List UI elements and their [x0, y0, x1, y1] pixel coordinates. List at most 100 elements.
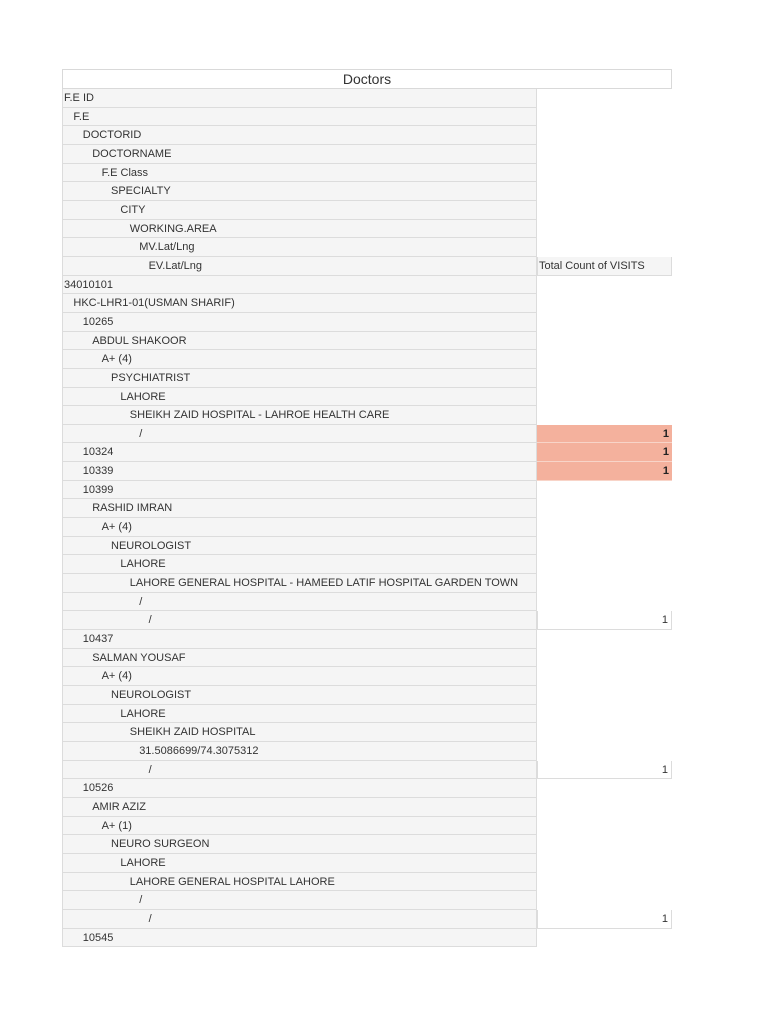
row-label: SHEIKH ZAID HOSPITAL - LAHROE HEALTH CAR…	[62, 406, 537, 425]
table-row: NEUROLOGIST	[62, 536, 672, 556]
table-row: F.E Class	[62, 163, 672, 183]
table-row: LAHORE	[62, 704, 672, 724]
table-row: CITY	[62, 200, 672, 220]
table-row: MV.Lat/Lng	[62, 238, 672, 257]
pivot-table: Doctors F.E ID F.E DOCTORID DOCTORNAME F.E C…	[62, 69, 672, 948]
row-label: HKC-LHR1-01(USMAN SHARIF)	[62, 294, 537, 313]
table-row: A+ (4)	[62, 518, 672, 537]
row-label: /	[62, 592, 537, 612]
table-row: A+ (1)	[62, 816, 672, 836]
visit-count-cell: 1	[537, 909, 672, 929]
table-row: 10339 1	[62, 462, 672, 481]
table-row: LAHORE	[62, 853, 672, 873]
table-row: LAHORE GENERAL HOSPITAL LAHORE	[62, 872, 672, 892]
row-label: 10339	[62, 462, 537, 481]
row-label: F.E	[62, 107, 537, 127]
table-row: 31.5086699/74.3075312	[62, 741, 672, 761]
table-row: 10324 1	[62, 443, 672, 463]
table-row: F.E ID	[62, 89, 672, 108]
table-row: PSYCHIATRIST	[62, 368, 672, 388]
row-label: /	[62, 760, 537, 780]
row-label: LAHORE GENERAL HOSPITAL LAHORE	[62, 872, 537, 892]
row-label: 10437	[62, 630, 537, 649]
visit-count-cell: 1	[537, 462, 672, 481]
row-label: 10526	[62, 779, 537, 798]
row-label: /	[62, 424, 537, 444]
row-label: /	[62, 891, 537, 910]
row-label: A+ (1)	[62, 816, 537, 836]
table-row: DOCTORID	[62, 126, 672, 145]
row-label: PSYCHIATRIST	[62, 368, 537, 388]
table-row: LAHORE	[62, 555, 672, 575]
table-body: F.E ID F.E DOCTORID DOCTORNAME F.E Class SPEC…	[62, 89, 672, 948]
table-row: /	[62, 891, 672, 910]
row-label: EV.Lat/Lng	[62, 256, 537, 276]
table-row: A+ (4)	[62, 667, 672, 686]
row-label: CITY	[62, 200, 537, 220]
value-column-header: Total Count of VISITS	[537, 256, 672, 276]
table-row: DOCTORNAME	[62, 144, 672, 164]
table-row: RASHID IMRAN	[62, 499, 672, 519]
row-label: 10324	[62, 443, 537, 463]
table-row: 10526	[62, 779, 672, 798]
table-row: 10437	[62, 630, 672, 649]
row-label: 34010101	[62, 275, 537, 295]
row-label: F.E Class	[62, 163, 537, 183]
table-row: F.E	[62, 107, 672, 127]
visit-count-cell: 1	[537, 443, 672, 463]
table-row: /1	[62, 760, 672, 780]
row-label: LAHORE	[62, 387, 537, 407]
table-row: SHEIKH ZAID HOSPITAL	[62, 723, 672, 742]
row-label: 10545	[62, 928, 537, 948]
row-label: /	[62, 611, 537, 631]
row-label: LAHORE GENERAL HOSPITAL - HAMEED LATIF H…	[62, 574, 537, 593]
table-row: 10545	[62, 928, 672, 948]
row-label: A+ (4)	[62, 350, 537, 369]
table-row: HKC-LHR1-01(USMAN SHARIF)	[62, 294, 672, 313]
row-label: LAHORE	[62, 555, 537, 575]
table-row: ABDUL SHAKOOR	[62, 331, 672, 351]
table-row: 10399	[62, 480, 672, 500]
table-row: SPECIALTY	[62, 182, 672, 201]
table-row: NEUROLOGIST	[62, 686, 672, 705]
row-label: RASHID IMRAN	[62, 499, 537, 519]
table-row: LAHORE	[62, 387, 672, 407]
row-label: NEUROLOGIST	[62, 536, 537, 556]
visit-count-cell: 1	[537, 611, 672, 631]
table-row: SHEIKH ZAID HOSPITAL - LAHROE HEALTH CAR…	[62, 406, 672, 425]
table-row: 10265	[62, 312, 672, 332]
row-label: SHEIKH ZAID HOSPITAL	[62, 723, 537, 742]
row-label: DOCTORID	[62, 126, 537, 145]
table-row: EV.Lat/Lng Total Count of VISITS	[62, 256, 672, 276]
table-row: /	[62, 592, 672, 612]
row-label: DOCTORNAME	[62, 144, 537, 164]
table-row: SALMAN YOUSAF	[62, 648, 672, 668]
visit-count-cell: 1	[537, 760, 672, 780]
table-row: NEURO SURGEON	[62, 835, 672, 854]
table-row: /1	[62, 424, 672, 444]
row-label: WORKING.AREA	[62, 219, 537, 239]
row-label: F.E ID	[62, 89, 537, 108]
table-row: 34010101	[62, 275, 672, 295]
table-row: WORKING.AREA	[62, 219, 672, 239]
table-row: /1	[62, 611, 672, 631]
table-title: Doctors	[62, 69, 672, 89]
row-label: NEURO SURGEON	[62, 835, 537, 854]
table-row: A+ (4)	[62, 350, 672, 369]
row-label: 10399	[62, 480, 537, 500]
row-label: NEUROLOGIST	[62, 686, 537, 705]
table-row: LAHORE GENERAL HOSPITAL - HAMEED LATIF H…	[62, 574, 672, 593]
row-label: /	[62, 909, 537, 929]
row-label: MV.Lat/Lng	[62, 238, 537, 257]
row-label: LAHORE	[62, 853, 537, 873]
row-label: LAHORE	[62, 704, 537, 724]
row-label: SPECIALTY	[62, 182, 537, 201]
row-label: SALMAN YOUSAF	[62, 648, 537, 668]
row-label: AMIR AZIZ	[62, 797, 537, 817]
row-label: 10265	[62, 312, 537, 332]
row-label: 31.5086699/74.3075312	[62, 741, 537, 761]
table-row: AMIR AZIZ	[62, 797, 672, 817]
row-label: A+ (4)	[62, 667, 537, 686]
visit-count-cell: 1	[537, 424, 672, 444]
row-label: ABDUL SHAKOOR	[62, 331, 537, 351]
